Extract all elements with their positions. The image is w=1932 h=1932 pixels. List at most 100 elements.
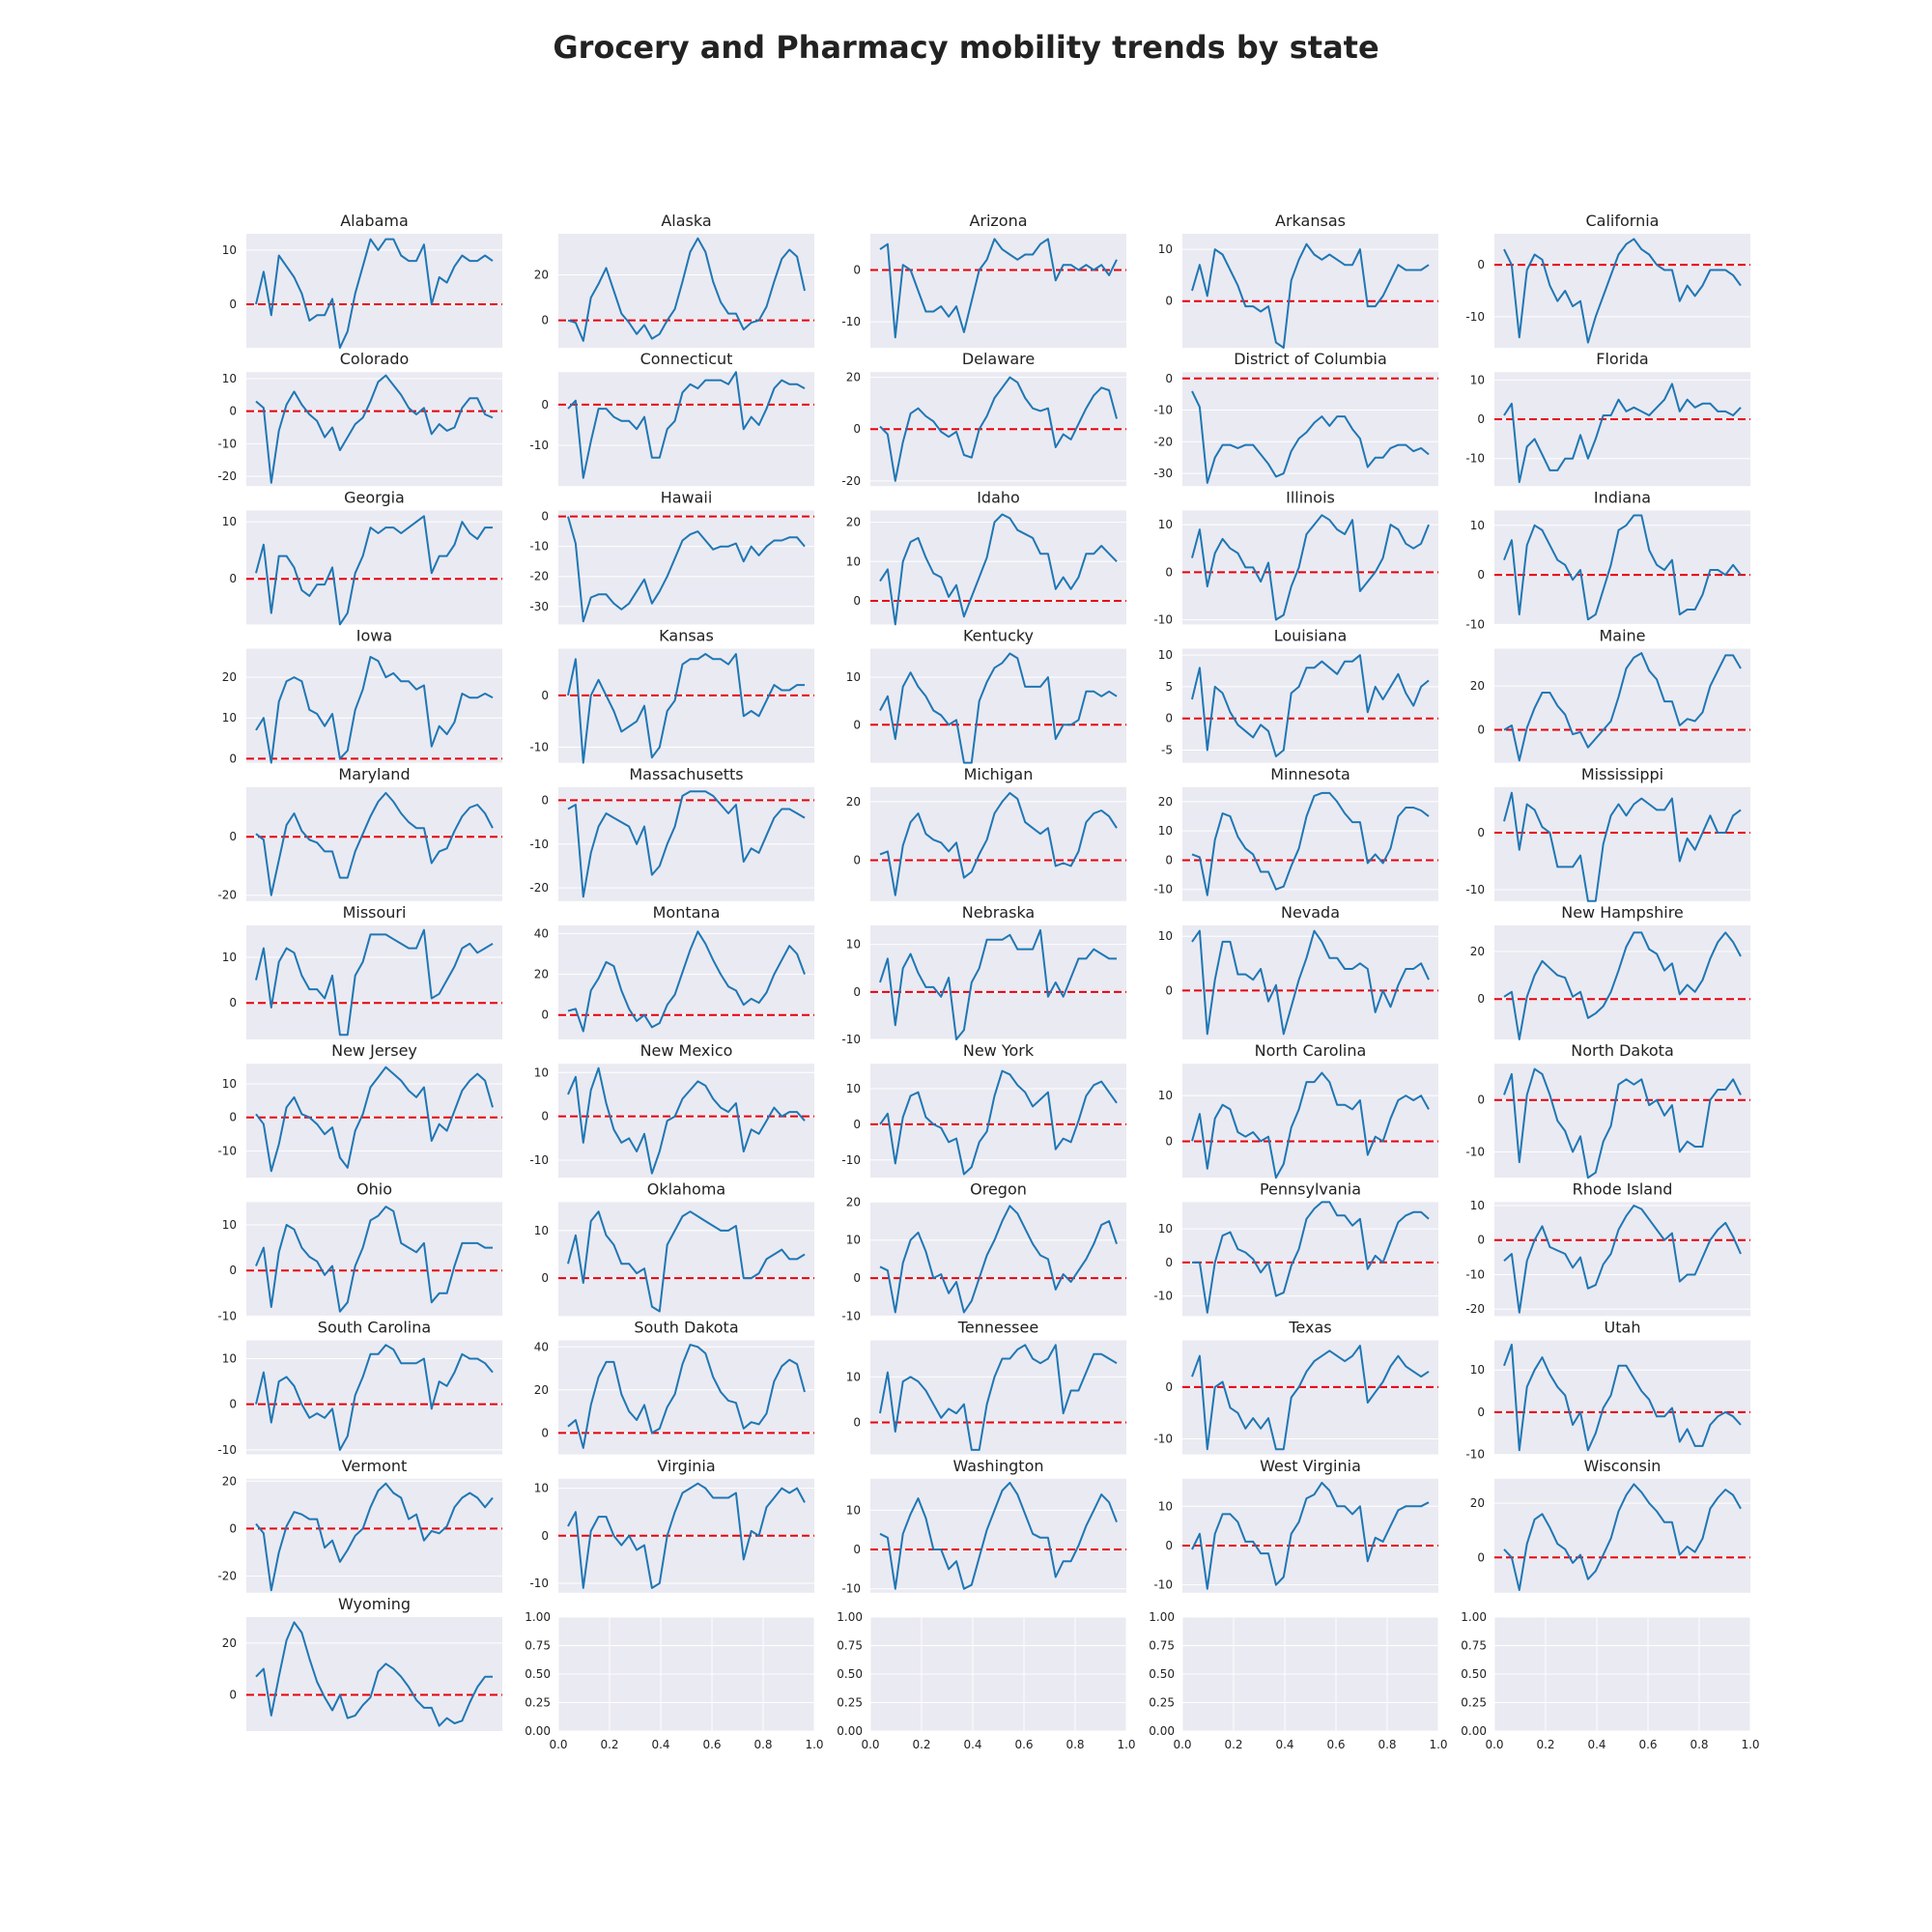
panel-background: [558, 510, 814, 625]
y-tick-label: 10: [222, 1077, 237, 1091]
series-line-connecticut: [567, 371, 806, 479]
y-tick-label: 20: [222, 1474, 237, 1488]
y-tick-label: 0: [1165, 712, 1173, 725]
panel-wyoming: 0 20 Wyoming: [222, 1595, 502, 1731]
y-tick-label: 20: [222, 1636, 237, 1650]
panel-west-virginia: -10 0 10 West Virginia: [1153, 1457, 1438, 1593]
panel-title: Rhode Island: [1573, 1179, 1673, 1198]
y-tick-label: -20: [217, 889, 237, 902]
y-tick-label: 0: [1477, 568, 1485, 582]
y-tick-label: 0: [853, 1543, 861, 1556]
y-tick-label: -20: [1465, 1302, 1485, 1316]
series-line-new-jersey: [255, 1065, 494, 1173]
y-tick-label: 0: [541, 398, 549, 412]
y-tick-label: 0: [1477, 1550, 1485, 1564]
panel-delaware: -20 0 20 Delaware: [841, 350, 1126, 488]
panel-connecticut: -10 0 Connecticut: [529, 350, 814, 487]
x-tick-label: 0.0: [861, 1738, 879, 1751]
x-tick-label: 0.2: [1224, 1738, 1242, 1751]
y-tick-label: -20: [529, 570, 549, 583]
panel-title: Nevada: [1281, 903, 1340, 922]
y-tick-label: 0.75: [1149, 1639, 1175, 1653]
panel-title: Illinois: [1286, 488, 1335, 506]
y-tick-label: 0: [853, 985, 861, 999]
y-tick-label: 0: [541, 689, 549, 702]
panel-florida: -10 0 10 Florida: [1465, 350, 1750, 487]
series-line-rhode-island: [1503, 1205, 1742, 1314]
panel-alaska: 0 20 Alaska: [534, 212, 814, 348]
panel-tennessee: 0 10 Tennessee: [846, 1319, 1126, 1455]
y-tick-label: -10: [1153, 1290, 1173, 1303]
panel-title: Delaware: [962, 350, 1035, 368]
y-tick-label: 0: [229, 572, 237, 585]
y-tick-label: 0.00: [525, 1724, 551, 1738]
panel-background: [1494, 648, 1750, 763]
y-tick-label: 10: [1158, 648, 1173, 662]
y-tick-label: 20: [1158, 795, 1173, 809]
y-tick-label: 10: [1158, 1499, 1173, 1513]
panel-illinois: -10 0 10 Illinois: [1153, 488, 1438, 626]
y-tick-label: 0: [229, 405, 237, 418]
y-tick-label: 0.75: [837, 1639, 863, 1653]
y-tick-label: 0.75: [1461, 1639, 1487, 1653]
panel-background: [1494, 1340, 1750, 1455]
series-line-georgia: [255, 515, 493, 626]
panel-background: [870, 925, 1126, 1039]
y-tick-label: 0.25: [525, 1696, 551, 1710]
panel-background: [1182, 372, 1438, 487]
panel-background: [870, 510, 1126, 625]
y-tick-label: 10: [222, 711, 237, 724]
panel-arizona: -10 0 Arizona: [841, 212, 1126, 348]
series-line-indiana: [1503, 514, 1742, 621]
panel-title: South Dakota: [634, 1319, 738, 1337]
chart-title: Grocery and Pharmacy mobility trends by …: [553, 29, 1379, 66]
series-line-arizona: [879, 238, 1118, 339]
panel-title: North Carolina: [1255, 1041, 1367, 1060]
panel-title: Wisconsin: [1584, 1457, 1662, 1475]
panel-montana: 0 20 40 Montana: [534, 903, 814, 1039]
x-tick-label: 1.0: [805, 1738, 823, 1751]
panel-title: California: [1586, 212, 1660, 230]
y-tick-label: 0.50: [1149, 1667, 1175, 1681]
y-tick-label: -10: [529, 1153, 549, 1167]
y-tick-label: 0: [541, 1529, 549, 1543]
series-line-west-virginia: [1191, 1481, 1430, 1590]
panel-background: [1494, 1478, 1750, 1593]
panel-utah: -10 0 10 Utah: [1465, 1319, 1750, 1462]
panel-title: Kansas: [659, 627, 714, 645]
y-tick-label: 0.00: [1461, 1724, 1487, 1738]
panel-background: [1494, 510, 1750, 625]
y-tick-label: -10: [529, 741, 549, 754]
panel-new-hampshire: 0 20 New Hampshire: [1470, 903, 1750, 1040]
panel-title: New Jersey: [331, 1041, 417, 1060]
series-line-maine: [1503, 652, 1742, 762]
series-line-kentucky: [879, 652, 1118, 764]
y-tick-label: -10: [1465, 1145, 1485, 1158]
y-tick-label: 0.00: [837, 1724, 863, 1738]
panel-title: Utah: [1605, 1319, 1641, 1337]
y-tick-label: 10: [846, 1082, 861, 1095]
panel-background: [246, 786, 502, 901]
panel-background: [558, 1340, 814, 1455]
y-tick-label: 0: [541, 510, 549, 524]
series-line-florida: [1503, 383, 1742, 484]
series-line-district-of-columbia: [1191, 390, 1430, 484]
y-tick-label: 20: [846, 1195, 861, 1208]
series-line-alaska: [567, 237, 806, 342]
panel-texas: -10 0 Texas: [1153, 1319, 1438, 1455]
series-line-wyoming: [255, 1621, 493, 1727]
y-tick-label: 10: [534, 1224, 549, 1237]
y-tick-label: 0: [1477, 1094, 1485, 1107]
y-tick-label: 20: [846, 795, 861, 809]
y-tick-label: 0: [541, 1426, 549, 1439]
panel-title: New Hampshire: [1561, 903, 1684, 922]
panel-title: Colorado: [340, 350, 410, 368]
y-tick-label: 20: [1470, 1496, 1485, 1510]
y-tick-label: 40: [534, 926, 549, 940]
y-tick-label: 40: [534, 1340, 549, 1353]
x-tick-label: 0.2: [912, 1738, 930, 1751]
panel-title: Washington: [952, 1457, 1043, 1475]
panel-idaho: 0 10 20 Idaho: [846, 488, 1126, 626]
panel-background: [870, 1340, 1126, 1455]
series-line-tennessee: [879, 1344, 1118, 1451]
